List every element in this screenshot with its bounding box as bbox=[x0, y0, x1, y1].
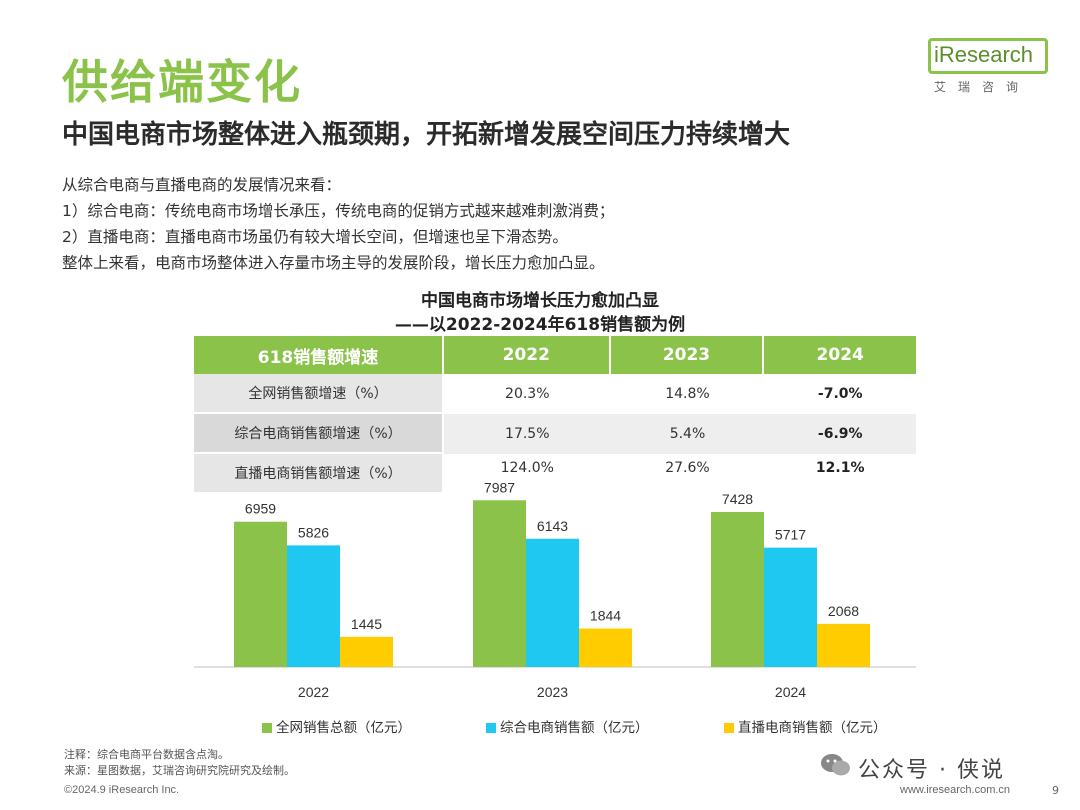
legend-item: 综合电商销售额（亿元） bbox=[486, 716, 649, 736]
bar-value-label: 7987 bbox=[484, 479, 515, 495]
bar-value-label: 6959 bbox=[245, 501, 276, 517]
intro-line: 整体上来看，电商市场整体进入存量市场主导的发展阶段，增长压力愈加凸显。 bbox=[62, 254, 605, 272]
bar-value-label: 5826 bbox=[298, 524, 329, 540]
table-header-cell: 618销售额增速 bbox=[194, 336, 444, 374]
page-subtitle: 中国电商市场整体进入瓶颈期，开拓新增发展空间压力持续增大 bbox=[62, 120, 791, 150]
bar-value-label: 1844 bbox=[590, 608, 621, 624]
table-cell: 27.6% bbox=[610, 454, 765, 494]
x-tick-label: 2022 bbox=[298, 684, 329, 700]
table-cell: 20.3% bbox=[444, 374, 611, 414]
intro-line: 2）直播电商：直播电商市场虽仍有较大增长空间，但增速也呈下滑态势。 bbox=[62, 228, 568, 246]
page-title: 供给端变化 bbox=[62, 55, 302, 109]
logo-cn: 艾瑞咨询 bbox=[934, 80, 1031, 94]
legend-swatch-yellow bbox=[724, 723, 734, 733]
table-header-row: 618销售额增速 2022 2023 2024 bbox=[194, 336, 916, 374]
table-header-cell: 2024 bbox=[764, 336, 916, 374]
footer-copyright: ©2024.9 iResearch Inc. bbox=[64, 784, 180, 796]
bar-2022-series-1 bbox=[287, 545, 340, 667]
bar-value-label: 5717 bbox=[775, 527, 806, 543]
table-row: 综合电商销售额增速（%） 17.5% 5.4% -6.9% bbox=[194, 414, 916, 454]
growth-table: 618销售额增速 2022 2023 2024 全网销售额增速（%） 20.3%… bbox=[194, 336, 916, 494]
bar-value-label: 6143 bbox=[537, 518, 568, 534]
table-cell: 124.0% bbox=[444, 454, 611, 494]
bar-2023-series-2 bbox=[579, 628, 632, 667]
bar-2024-series-1 bbox=[764, 547, 817, 667]
logo-brand: iResearch bbox=[934, 42, 1034, 67]
row-label: 直播电商销售额增速（%） bbox=[194, 454, 444, 494]
x-tick-label: 2024 bbox=[775, 684, 806, 700]
legend-label: 全网销售总额（亿元） bbox=[276, 720, 411, 736]
chart-source: 来源：星图数据，艾瑞咨询研究院研究及绘制。 bbox=[64, 764, 295, 777]
intro-line: 从综合电商与直播电商的发展情况来看： bbox=[62, 176, 342, 194]
intro-text: 从综合电商与直播电商的发展情况来看： 1）综合电商：传统电商市场增长承压，传统电… bbox=[62, 172, 614, 276]
chart-title: 中国电商市场增长压力愈加凸显 bbox=[421, 291, 659, 311]
bar-2022-series-0 bbox=[234, 521, 287, 667]
footer-url: www.iresearch.com.cn bbox=[900, 784, 1011, 796]
bar-value-label: 7428 bbox=[722, 491, 753, 507]
bar-2023-series-1 bbox=[526, 538, 579, 667]
chart-subtitle: ——以2022-2024年618销售额为例 bbox=[394, 315, 686, 335]
legend-swatch-blue bbox=[486, 723, 496, 733]
bar-2023-series-0 bbox=[473, 500, 526, 667]
bar-2022-series-2 bbox=[340, 636, 393, 667]
legend-item: 直播电商销售额（亿元） bbox=[724, 716, 887, 736]
legend-swatch-green bbox=[262, 723, 272, 733]
legend-label: 综合电商销售额（亿元） bbox=[500, 720, 649, 736]
chart-note: 注释：综合电商平台数据含点淘。 bbox=[64, 748, 229, 761]
table-cell: 12.1% bbox=[764, 454, 916, 494]
table-row: 直播电商销售额增速（%） 124.0% 27.6% 12.1% bbox=[194, 454, 916, 494]
x-tick-label: 2023 bbox=[537, 684, 568, 700]
bar-2024-series-2 bbox=[817, 623, 870, 667]
row-label: 全网销售额增速（%） bbox=[194, 374, 444, 414]
bar-value-label: 1445 bbox=[351, 616, 382, 632]
table-header-cell: 2023 bbox=[610, 336, 765, 374]
table-cell: 17.5% bbox=[444, 414, 611, 454]
table-cell: 14.8% bbox=[610, 374, 765, 414]
bar-2024-series-0 bbox=[711, 511, 764, 667]
wechat-icon bbox=[821, 754, 850, 776]
intro-line: 1）综合电商：传统电商市场增长承压，传统电商的促销方式越来越难刺激消费； bbox=[62, 202, 615, 220]
logo-frame bbox=[928, 38, 1048, 74]
legend-item: 全网销售总额（亿元） bbox=[262, 716, 411, 736]
page-number: 9 bbox=[1052, 784, 1059, 797]
bar-value-label: 2068 bbox=[828, 603, 859, 619]
row-label: 综合电商销售额增速（%） bbox=[194, 414, 444, 454]
table-cell: 5.4% bbox=[610, 414, 765, 454]
table-cell: -6.9% bbox=[764, 414, 916, 454]
watermark-text: 公众号 · 侠说 bbox=[858, 758, 1005, 783]
legend-label: 直播电商销售额（亿元） bbox=[738, 720, 887, 736]
table-header-cell: 2022 bbox=[444, 336, 611, 374]
table-cell: -7.0% bbox=[764, 374, 916, 414]
iresearch-logo: iResearch 艾瑞咨询 bbox=[928, 38, 1058, 98]
table-row: 全网销售额增速（%） 20.3% 14.8% -7.0% bbox=[194, 374, 916, 414]
